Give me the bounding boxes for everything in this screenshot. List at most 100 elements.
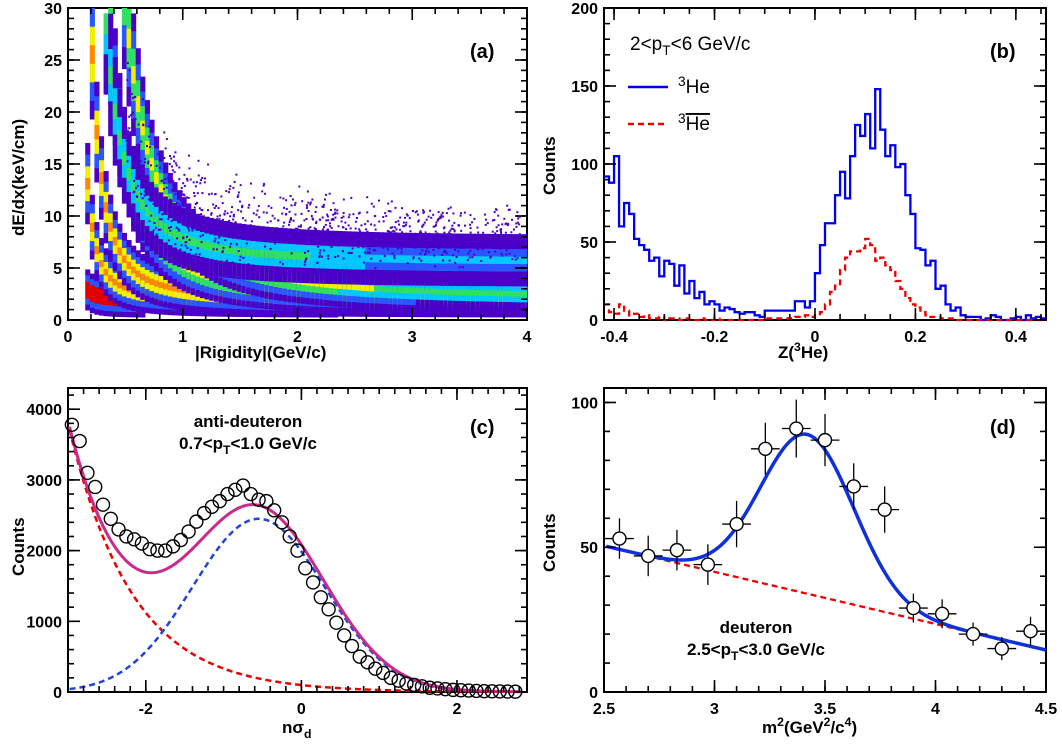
heatmap-cell [181, 276, 187, 285]
heatmap-cell [452, 289, 458, 296]
heatmap-cell [458, 266, 461, 269]
heatmap-cell [139, 160, 142, 163]
panel-a-ytick-label: 5 [53, 261, 62, 278]
heatmap-cell [479, 284, 486, 291]
heatmap-cell [125, 139, 128, 142]
heatmap-cell [365, 262, 371, 270]
heatmap-cell [132, 158, 135, 161]
heatmap-cell [167, 226, 170, 229]
heatmap-cell [241, 247, 247, 256]
heatmap-cell [242, 256, 245, 259]
heatmap-cell [196, 201, 199, 204]
heatmap-cell [369, 297, 375, 304]
heatmap-cell [489, 233, 495, 242]
heatmap-cell [121, 240, 128, 249]
heatmap-cell [201, 192, 204, 195]
heatmap-cell [282, 304, 288, 311]
heatmap-cell [307, 201, 310, 204]
heatmap-cell [149, 170, 155, 184]
heatmap-cell [447, 300, 453, 307]
heatmap-cell [305, 267, 311, 276]
heatmap-cell [479, 256, 486, 264]
heatmap-cell [411, 232, 417, 241]
heatmap-cell [479, 263, 486, 272]
heatmap-cell [485, 218, 488, 221]
heatmap-cell [149, 302, 155, 309]
heatmap-cell [363, 261, 366, 264]
heatmap-cell [135, 277, 141, 284]
heatmap-cell [300, 259, 307, 268]
heatmap-cell [227, 285, 233, 292]
heatmap-cell [498, 263, 504, 272]
heatmap-cell [438, 294, 444, 301]
heatmap-cell [228, 219, 231, 222]
heatmap-cell [273, 233, 276, 236]
heatmap-cell [323, 281, 329, 288]
heatmap-cell [89, 213, 95, 223]
heatmap-cell [135, 290, 141, 298]
heatmap-cell [432, 213, 435, 216]
heatmap-cell [131, 203, 137, 215]
heatmap-cell [397, 247, 403, 256]
heatmap-cell [140, 105, 146, 121]
heatmap-cell [468, 256, 471, 259]
heatmap-cell [89, 222, 95, 232]
heatmap-cell [502, 248, 508, 257]
heatmap-cell [180, 244, 183, 247]
heatmap-cell [328, 307, 334, 313]
heatmap-cell [98, 245, 105, 253]
heatmap-cell [210, 212, 213, 215]
heatmap-cell [323, 310, 329, 317]
heatmap-cell [447, 289, 453, 295]
heatmap-cell [337, 261, 343, 270]
heatmap-cell [255, 264, 261, 273]
heatmap-cell [424, 231, 427, 234]
heatmap-cell [268, 227, 274, 235]
heatmap-cell [493, 241, 499, 250]
heatmap-cell [470, 221, 473, 224]
heatmap-cell [278, 228, 281, 231]
heatmap-cell [112, 245, 118, 254]
heatmap-cell [345, 242, 348, 245]
heatmap-cell [168, 155, 171, 158]
heatmap-cell [305, 204, 308, 207]
heatmap-cell [287, 304, 293, 311]
heatmap-cell [161, 213, 164, 216]
heatmap-cell [241, 231, 247, 240]
heatmap-cell [182, 182, 185, 185]
heatmap-cell [425, 218, 428, 221]
heatmap-cell [182, 193, 185, 196]
heatmap-cell [154, 280, 160, 287]
heatmap-cell [158, 294, 164, 301]
heatmap-cell [336, 212, 339, 215]
heatmap-cell [446, 236, 449, 239]
heatmap-cell [126, 67, 132, 88]
heatmap-cell [163, 214, 169, 225]
heatmap-cell [435, 221, 438, 224]
heatmap-cell [264, 226, 270, 235]
series-anti-he3 [604, 237, 1046, 322]
heatmap-cell [296, 267, 302, 276]
heatmap-cell [108, 194, 114, 205]
heatmap-cell [259, 302, 265, 309]
heatmap-cell [461, 256, 467, 264]
heatmap-cell [517, 245, 520, 248]
heatmap-cell [213, 302, 219, 308]
heatmap-cell [209, 310, 215, 317]
heatmap-cell [328, 268, 334, 277]
heatmap-cell [140, 134, 146, 150]
heatmap-cell [503, 217, 506, 220]
heatmap-cell [372, 249, 375, 252]
heatmap-cell [213, 275, 219, 284]
heatmap-cell [126, 62, 129, 65]
heatmap-cell [400, 238, 403, 241]
heatmap-cell [388, 286, 394, 293]
heatmap-cell [310, 215, 313, 218]
heatmap-cell [502, 241, 508, 250]
heatmap-cell [412, 241, 415, 244]
heatmap-cell [227, 191, 230, 194]
heatmap-cell [126, 179, 132, 193]
heatmap-cell [103, 201, 109, 213]
heatmap-cell [296, 244, 302, 253]
heatmap-cell [403, 225, 406, 228]
